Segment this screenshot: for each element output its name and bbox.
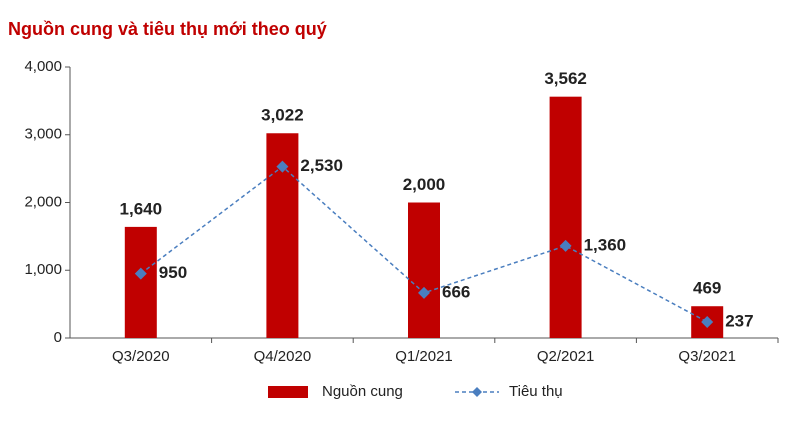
x-tick-label: Q4/2020 (254, 348, 312, 365)
x-tick-label: Q3/2021 (678, 348, 736, 365)
value-label: 3,562 (544, 69, 587, 88)
bar (408, 202, 440, 338)
legend-marker (472, 387, 482, 397)
marker (276, 160, 289, 173)
marker (701, 315, 714, 328)
x-tick-label: Q3/2020 (112, 348, 170, 365)
bar (124, 226, 157, 338)
marker (418, 286, 430, 299)
value-label: 1,360 (584, 235, 627, 254)
legend-label: Tiêu thụ (509, 383, 563, 400)
bar (549, 96, 582, 338)
value-label: 469 (693, 279, 721, 298)
value-label: 3,022 (261, 106, 304, 125)
chart-title: Nguồn cung và tiêu thụ mới theo quý (8, 19, 327, 39)
legend-label: Nguồn cung (322, 383, 403, 400)
value-label: 1,640 (120, 199, 163, 218)
value-label: 666 (442, 282, 470, 301)
marker (559, 239, 572, 252)
value-label: 2,530 (300, 156, 343, 175)
value-label: 237 (725, 311, 753, 330)
x-tick-label: Q1/2021 (395, 348, 453, 365)
marker (134, 267, 147, 280)
legend-swatch (268, 386, 308, 398)
y-tick-label: 1,000 (24, 261, 62, 278)
y-tick-label: 4,000 (24, 58, 62, 75)
value-label: 950 (159, 263, 187, 282)
value-label: 2,000 (403, 175, 446, 194)
y-tick-label: 0 (54, 329, 62, 346)
x-tick-label: Q2/2021 (537, 348, 595, 365)
y-tick-label: 2,000 (24, 193, 62, 210)
y-tick-label: 3,000 (24, 126, 62, 143)
